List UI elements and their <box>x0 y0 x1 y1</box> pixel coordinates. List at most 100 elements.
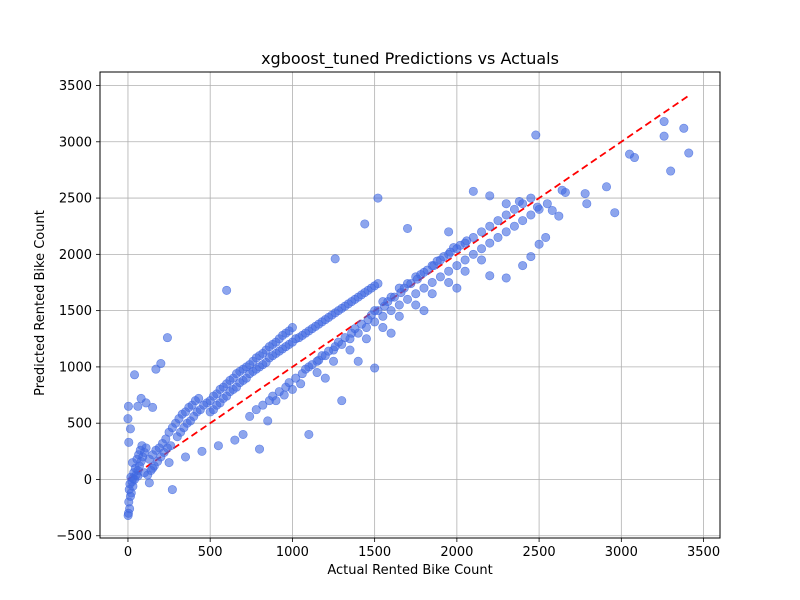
scatter-point <box>411 289 421 299</box>
scatter-point <box>403 294 413 304</box>
scatter-point <box>340 333 350 343</box>
scatter-point <box>416 270 426 280</box>
scatter-point <box>501 210 511 220</box>
scatter-point <box>386 328 396 338</box>
scatter-point <box>460 266 470 276</box>
scatter-point <box>130 370 140 380</box>
scatter-point <box>403 223 413 233</box>
scatter-point <box>509 204 519 214</box>
scatter-point <box>485 191 495 201</box>
scatter-point <box>602 182 612 192</box>
scatter-point <box>580 189 590 199</box>
scatter-point <box>460 255 470 265</box>
scatter-point <box>324 346 334 356</box>
scatter-point <box>164 458 174 468</box>
scatter-point <box>485 271 495 281</box>
scatter-point <box>304 429 314 439</box>
x-tick-label: 0 <box>124 545 132 560</box>
scatter-point <box>194 393 204 403</box>
scatter-point <box>360 219 370 229</box>
x-tick-label: 3000 <box>605 545 638 560</box>
x-tick-label: 3500 <box>687 545 720 560</box>
scatter-point <box>287 323 297 333</box>
scatter-point <box>389 292 399 302</box>
scatter-point <box>427 289 437 299</box>
scatter-point <box>213 441 223 451</box>
scatter-point <box>141 398 151 408</box>
x-tick-label: 1000 <box>276 545 309 560</box>
scatter-point <box>462 236 472 246</box>
scatter-point <box>534 239 544 249</box>
scatter-point <box>296 379 306 389</box>
scatter-point <box>432 256 442 266</box>
scatter-point <box>477 255 487 265</box>
scatter-point <box>518 261 528 271</box>
x-axis-title: Actual Rented Bike Count <box>327 563 492 578</box>
scatter-point <box>684 148 694 158</box>
scatter-point <box>477 244 487 254</box>
scatter-point <box>301 364 311 374</box>
y-tick-label: 0 <box>84 473 92 488</box>
scatter-point <box>411 300 421 310</box>
grid-lines <box>100 72 720 538</box>
scatter-point <box>406 279 416 289</box>
scatter-point <box>399 283 409 293</box>
y-tick-label: 1500 <box>59 304 92 319</box>
y-tick-label: 3000 <box>59 135 92 150</box>
scatter-point <box>526 252 536 262</box>
scatter-point <box>307 360 317 370</box>
scatter-point <box>230 435 240 445</box>
scatter-point <box>455 240 465 250</box>
scatter-point <box>554 211 564 221</box>
scatter-point <box>394 311 404 321</box>
scatter-point <box>361 334 371 344</box>
scatter-point <box>444 277 454 287</box>
scatter-point <box>477 227 487 237</box>
scatter-point <box>427 277 437 287</box>
scatter-point <box>251 405 261 415</box>
scatter-point <box>284 378 294 388</box>
scatter-point <box>291 373 301 383</box>
scatter-point <box>181 452 191 462</box>
scatter-point <box>439 252 449 262</box>
scatter-point <box>378 323 388 333</box>
scatter-point <box>330 254 340 264</box>
scatter-point <box>582 199 592 209</box>
x-tick-label: 2000 <box>440 545 473 560</box>
plot-area-frame <box>99 71 721 539</box>
scatter-point <box>255 444 265 454</box>
scatter-point <box>263 416 273 426</box>
scatter-point <box>378 311 388 321</box>
scatter-point <box>151 364 161 374</box>
scatter-point <box>373 306 383 316</box>
y-tick-label: 3500 <box>59 79 92 94</box>
scatter-point <box>333 337 343 347</box>
scatter-point <box>659 131 669 141</box>
scatter-point <box>526 193 536 203</box>
scatter-point <box>435 272 445 282</box>
scatter-point <box>274 387 284 397</box>
scatter-point <box>444 227 454 237</box>
scatter-point <box>312 368 322 378</box>
scatter-point <box>501 273 511 283</box>
scatter-point <box>485 238 495 248</box>
scatter-point <box>452 261 462 271</box>
scatter-point <box>350 324 360 334</box>
scatter-point <box>531 130 541 140</box>
scatter-point <box>144 478 154 488</box>
scatter-point <box>148 402 158 412</box>
scatter-point <box>629 153 639 163</box>
y-tick-label: 500 <box>67 417 92 432</box>
scatter-point <box>373 279 383 289</box>
scatter-point <box>356 319 366 329</box>
scatter-point <box>258 400 268 410</box>
scatter-point <box>679 123 689 133</box>
data-points <box>123 117 694 520</box>
scatter-point <box>659 117 669 127</box>
x-axis-ticks: 0 500 1000 1500 2000 2500 3000 3500 <box>124 538 720 560</box>
scatter-point <box>422 265 432 275</box>
scatter-point <box>610 208 620 218</box>
scatter-point <box>373 193 383 203</box>
scatter-point <box>337 396 347 406</box>
scatter-point <box>148 463 158 473</box>
